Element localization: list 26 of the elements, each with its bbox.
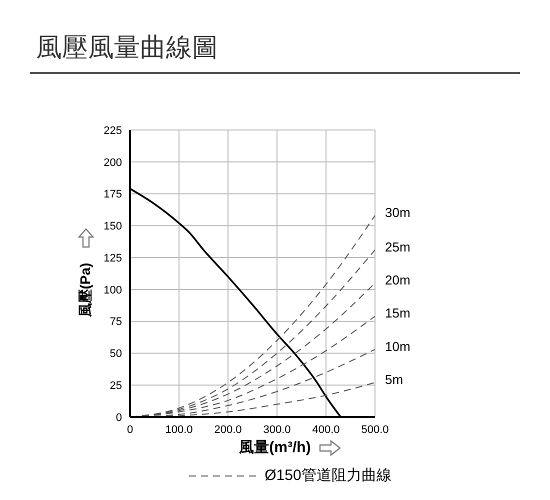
x-tick-label: 500.0 — [361, 424, 389, 436]
series-label: 20m — [385, 272, 410, 288]
x-axis-title: 風量(m³/h) — [239, 439, 311, 456]
y-tick-label: 50 — [110, 348, 122, 360]
y-tick-label: 175 — [104, 188, 122, 201]
y-tick-label: 75 — [110, 316, 122, 328]
series-label: 10m — [385, 338, 410, 354]
y-axis-title: 風壓(Pa) — [77, 262, 94, 318]
x-tick-label: 100.0 — [165, 424, 193, 436]
y-tick-label: 25 — [110, 380, 122, 392]
y-tick-label: 100 — [104, 284, 122, 296]
legend-title: Ø150管道阻力曲線 — [264, 467, 392, 484]
x-tick-label: 400.0 — [312, 424, 340, 436]
x-tick-label: 200.0 — [214, 424, 242, 436]
y-tick-label: 200 — [104, 156, 122, 169]
y-tick-label: 0 — [116, 412, 122, 424]
x-tick-label: 0 — [126, 424, 134, 436]
series-label: 15m — [385, 306, 410, 321]
series-label: 30m — [385, 204, 410, 220]
y-tick-label: 225 — [104, 124, 122, 137]
x-tick-label: 300.0 — [263, 424, 291, 436]
y-tick-label: 125 — [104, 252, 122, 264]
series-label: 25m — [385, 239, 410, 254]
chart-title: 風壓風量曲線圖 — [36, 31, 218, 64]
series-label: 5m — [385, 372, 404, 387]
y-tick-label: 150 — [104, 220, 122, 233]
